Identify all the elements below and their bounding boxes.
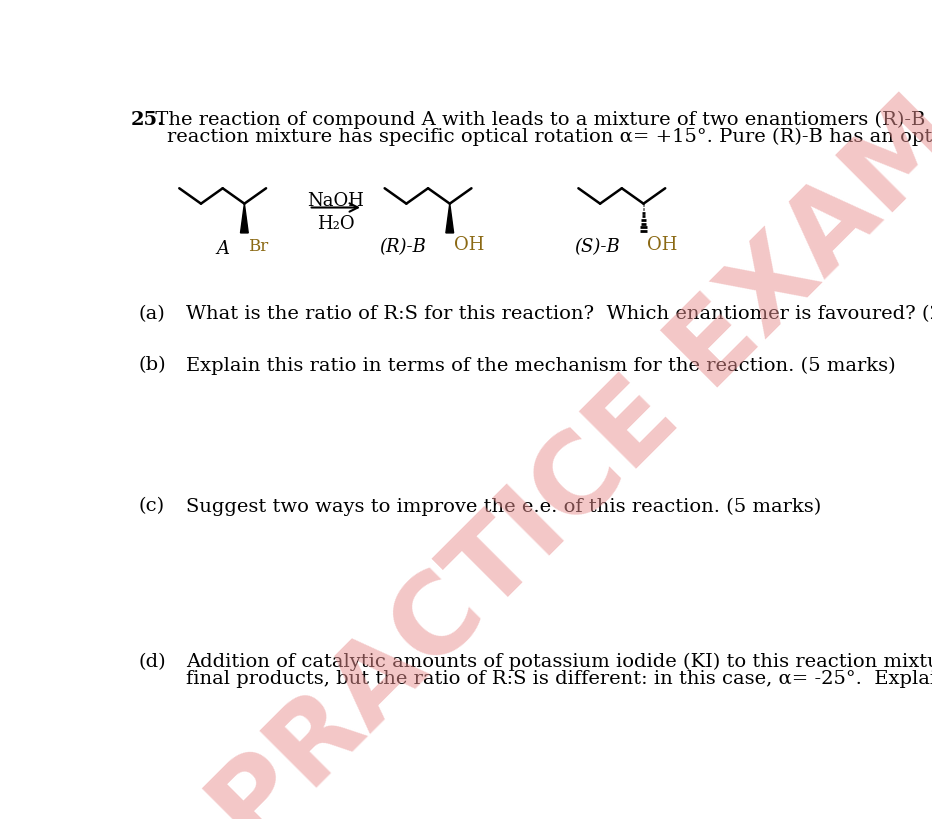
Text: NaOH: NaOH (308, 192, 364, 210)
Text: The reaction of compound A with leads to a mixture of two enantiomers (R)-B and : The reaction of compound A with leads to… (149, 111, 932, 129)
Polygon shape (445, 205, 454, 233)
Text: (c): (c) (138, 496, 164, 514)
Text: H₂O: H₂O (317, 215, 355, 233)
Text: PRACTICE EXAM: PRACTICE EXAM (194, 82, 932, 819)
Text: OH: OH (454, 236, 484, 254)
Text: 25.: 25. (130, 111, 164, 129)
Text: (S)-B: (S)-B (574, 238, 621, 256)
Text: (R)-B: (R)-B (379, 238, 427, 256)
Text: Addition of catalytic amounts of potassium iodide (KI) to this reaction mixture : Addition of catalytic amounts of potassi… (186, 652, 932, 670)
Polygon shape (240, 205, 248, 233)
Text: OH: OH (648, 236, 678, 254)
Text: (b): (b) (138, 356, 166, 374)
Text: Explain this ratio in terms of the mechanism for the reaction. (5 marks): Explain this ratio in terms of the mecha… (186, 356, 896, 374)
Text: (d): (d) (138, 652, 166, 670)
Text: What is the ratio of R:S for this reaction?  Which enantiomer is favoured? (2 ma: What is the ratio of R:S for this reacti… (186, 305, 932, 323)
Text: (a): (a) (138, 305, 165, 323)
Text: final products, but the ratio of R:S is different: in this case, α= -25°.  Expla: final products, but the ratio of R:S is … (186, 669, 932, 687)
Text: Br: Br (248, 238, 268, 255)
Text: Suggest two ways to improve the e.e. of this reaction. (5 marks): Suggest two ways to improve the e.e. of … (186, 496, 821, 515)
Text: reaction mixture has specific optical rotation α= +15°. Pure (R)-B has an optica: reaction mixture has specific optical ro… (167, 128, 932, 146)
Text: A: A (216, 240, 229, 258)
